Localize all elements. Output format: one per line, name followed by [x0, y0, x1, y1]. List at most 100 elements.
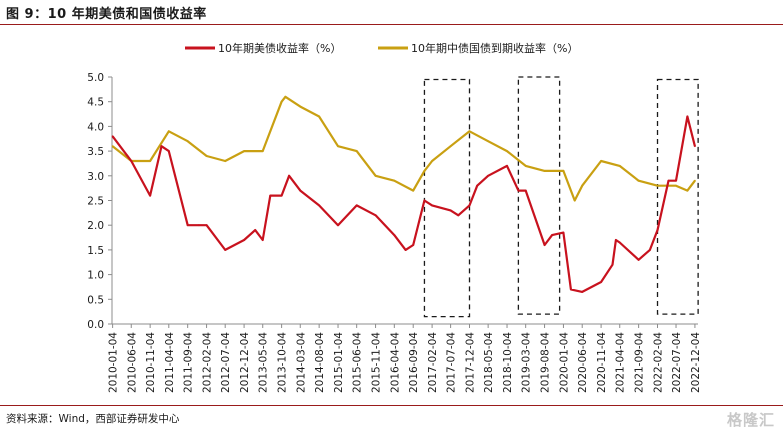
- data-point-us10y: [615, 239, 617, 241]
- data-point-cn10y: [524, 165, 527, 167]
- x-tick-label: 2010-06-04: [126, 332, 138, 393]
- x-tick-label: 2015-11-04: [371, 332, 383, 393]
- x-tick-label: 2012-12-04: [239, 332, 251, 393]
- title-divider: [0, 24, 783, 25]
- axes: [111, 77, 698, 325]
- x-tick-label: 2010-11-04: [145, 332, 157, 393]
- data-point-cn10y: [261, 150, 264, 153]
- data-point-cn10y: [573, 199, 576, 202]
- x-tick-label: 2017-02-04: [427, 332, 439, 393]
- data-point-us10y: [562, 231, 565, 234]
- x-tick-label: 2012-07-04: [220, 332, 232, 393]
- data-point-us10y: [337, 224, 339, 227]
- data-point-cn10y: [675, 184, 677, 187]
- series-line-us10y: [111, 115, 696, 293]
- data-point-us10y: [355, 204, 358, 207]
- x-tick-label: 2018-05-04: [483, 332, 495, 393]
- data-point-us10y: [130, 160, 133, 162]
- data-point-us10y: [280, 194, 283, 197]
- data-point-us10y: [318, 204, 320, 207]
- data-point-cn10y: [581, 184, 584, 187]
- data-point-us10y: [667, 179, 670, 182]
- y-tick-label: 1.0: [87, 270, 104, 282]
- data-point-us10y: [205, 224, 208, 227]
- x-tick-label: 2017-12-04: [465, 332, 477, 393]
- watermark-logo: 格隆汇: [726, 411, 775, 429]
- data-point-us10y: [656, 229, 659, 232]
- data-point-cn10y: [393, 179, 396, 182]
- series-lines: [111, 95, 696, 293]
- data-point-us10y: [299, 189, 302, 192]
- x-tick-label: 2015-06-04: [352, 332, 364, 393]
- data-point-cn10y: [167, 130, 170, 133]
- data-point-cn10y: [374, 174, 377, 177]
- data-point-cn10y: [562, 170, 565, 172]
- data-point-us10y: [618, 241, 621, 244]
- data-point-us10y: [186, 224, 189, 227]
- highlight-box-2: [517, 76, 561, 315]
- x-tick-label: 2022-02-04: [653, 332, 665, 393]
- data-point-cn10y: [243, 150, 246, 153]
- data-point-cn10y: [694, 179, 696, 182]
- x-tick-label: 2010-01-04: [108, 332, 120, 393]
- series-line-cn10y: [111, 95, 696, 202]
- x-tick-label: 2018-10-04: [502, 332, 514, 393]
- data-point-us10y: [600, 281, 602, 283]
- data-point-us10y: [637, 258, 640, 261]
- data-point-us10y: [517, 189, 520, 192]
- data-point-us10y: [468, 204, 471, 207]
- x-tick-label: 2015-01-04: [333, 332, 345, 393]
- data-point-us10y: [649, 249, 651, 251]
- y-tick-label: 1.5: [87, 245, 104, 257]
- x-tick-label: 2019-03-04: [521, 332, 533, 393]
- data-point-cn10y: [186, 140, 189, 143]
- x-tick-label: 2021-09-04: [634, 332, 646, 393]
- x-tick-label: 2022-07-04: [671, 332, 683, 393]
- data-point-us10y: [198, 224, 200, 227]
- data-point-cn10y: [449, 145, 452, 148]
- data-point-cn10y: [224, 160, 227, 162]
- data-point-cn10y: [149, 160, 152, 162]
- highlight-box-3: [656, 78, 699, 315]
- legend-label-cn10y: 10年期中债国债到期收益率（%）: [411, 41, 578, 55]
- x-tick-label: 2021-04-04: [615, 332, 627, 393]
- x-tick-label: 2020-11-04: [596, 332, 608, 393]
- x-tick-label: 2013-10-04: [277, 332, 289, 393]
- data-point-us10y: [694, 145, 696, 148]
- y-tick-label: 2.5: [87, 196, 104, 208]
- data-point-us10y: [160, 145, 163, 148]
- data-point-us10y: [423, 199, 426, 202]
- data-point-cn10y: [412, 189, 415, 192]
- x-tick-label: 2011-09-04: [183, 332, 195, 393]
- data-point-cn10y: [506, 150, 508, 153]
- x-tick-label: 2011-04-04: [164, 332, 176, 393]
- data-point-us10y: [476, 184, 479, 187]
- x-tick-label: 2020-01-04: [558, 332, 570, 393]
- x-tick-label: 2019-08-04: [540, 332, 552, 393]
- x-axis-ticks: 2010-01-04 2010-06-04 2010-11-04 2011-04-04…: [108, 324, 702, 393]
- data-point-us10y: [404, 249, 407, 251]
- y-tick-label: 5.0: [87, 72, 104, 84]
- source-note: 资料来源：Wind，西部证券研发中心: [6, 413, 180, 425]
- x-tick-label: 2014-03-04: [295, 332, 307, 393]
- y-tick-label: 3.5: [87, 146, 104, 158]
- y-axis-ticks: 0.0 0.5 1.0 1.5 2.0 2.5 3.0 3.5 4.0 4.5 5.0: [87, 72, 112, 331]
- data-point-cn10y: [431, 160, 433, 162]
- data-point-us10y: [551, 234, 553, 237]
- data-point-us10y: [224, 249, 227, 251]
- data-point-cn10y: [284, 95, 287, 98]
- data-point-us10y: [487, 174, 489, 177]
- data-point-cn10y: [205, 155, 208, 157]
- data-point-us10y: [524, 189, 527, 192]
- data-point-cn10y: [637, 179, 640, 182]
- y-tick-label: 2.0: [87, 220, 104, 232]
- data-point-cn10y: [618, 165, 621, 167]
- data-point-cn10y: [600, 160, 602, 162]
- data-point-us10y: [543, 244, 546, 246]
- data-point-us10y: [374, 214, 377, 217]
- legend-label-us10y: 10年期美债收益率（%）: [218, 41, 341, 55]
- chart-title: 图 9：10 年期美债和国债收益率: [6, 7, 207, 22]
- data-point-cn10y: [280, 100, 283, 103]
- x-tick-label: 2016-09-04: [408, 332, 420, 393]
- y-tick-label: 0.0: [87, 319, 104, 331]
